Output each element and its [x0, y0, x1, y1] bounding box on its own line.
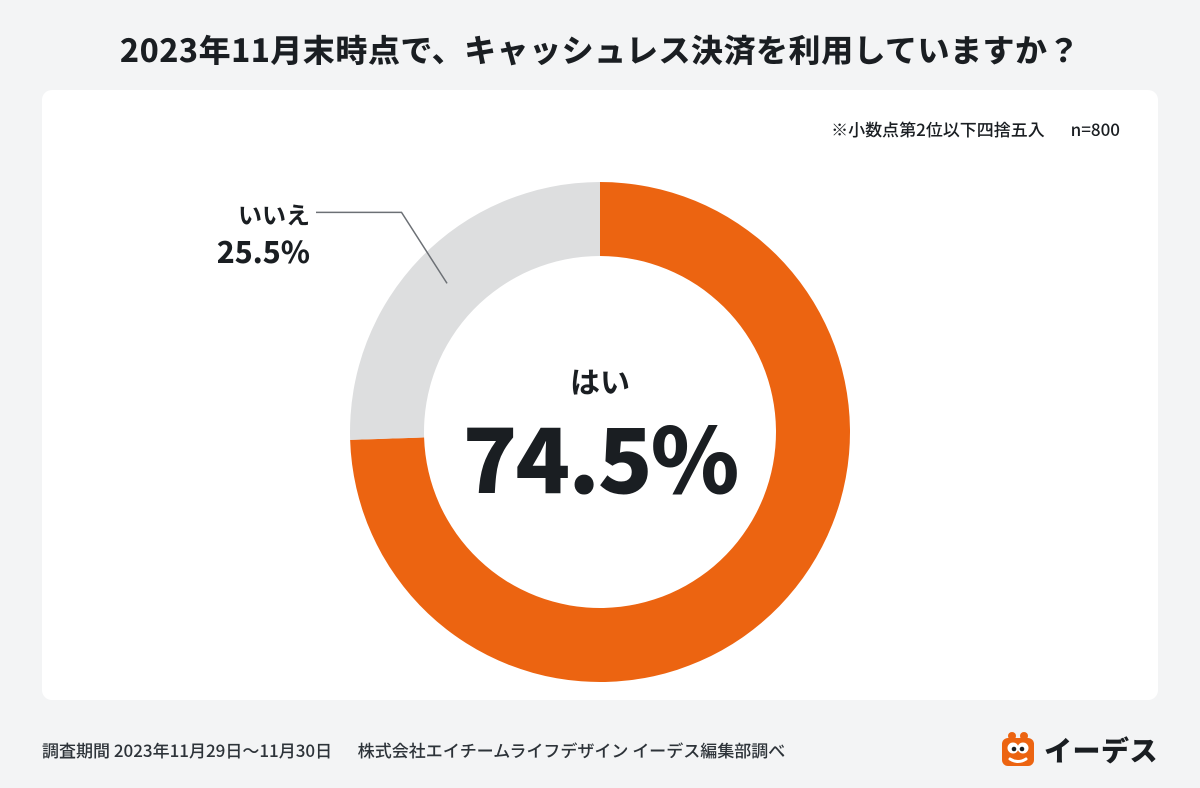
chart-card: ※小数点第2位以下四捨五入 n=800 はい 74.5% いいえ 25.5% — [42, 90, 1158, 700]
donut-chart: はい 74.5% — [340, 172, 860, 692]
brand-icon — [1000, 732, 1036, 768]
note-row: ※小数点第2位以下四捨五入 n=800 — [831, 116, 1120, 141]
survey-period: 調査期間 2023年11月29日〜11月30日 — [42, 737, 332, 762]
sample-size: n=800 — [1071, 116, 1120, 141]
brand-logo: イーデス — [1000, 730, 1158, 770]
footer: 調査期間 2023年11月29日〜11月30日 株式会社エイチームライフデザイン… — [42, 737, 785, 762]
center-label-line2: 74.5% — [463, 409, 738, 499]
brand-text: イーデス — [1044, 730, 1158, 770]
chart-title-text: 2023年11月末時点で、キャッシュレス決済を利用していますか？ — [120, 26, 1080, 72]
slice-label-no-line2: 25.5% — [180, 230, 310, 271]
donut-center-label: はい 74.5% — [463, 365, 738, 499]
survey-source: 株式会社エイチームライフデザイン イーデス編集部調べ — [358, 737, 785, 762]
rounding-note: ※小数点第2位以下四捨五入 — [831, 116, 1045, 141]
slice-label-no: いいえ 25.5% — [180, 198, 310, 271]
slice-label-no-line1: いいえ — [180, 198, 310, 230]
chart-title: 2023年11月末時点で、キャッシュレス決済を利用していますか？ — [0, 26, 1200, 72]
